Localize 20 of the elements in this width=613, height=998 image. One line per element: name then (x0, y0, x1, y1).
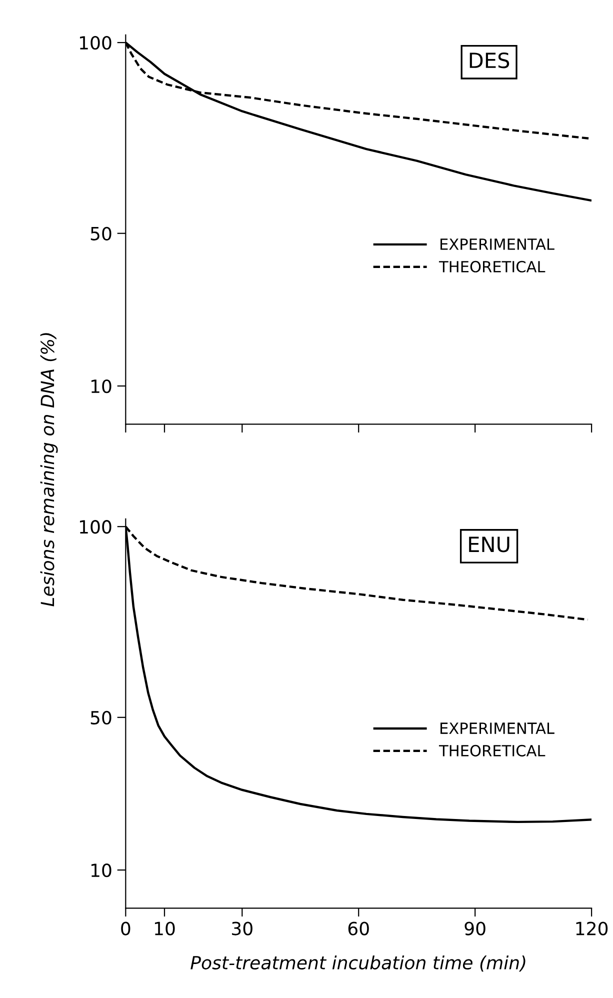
y-tick-label: 10 (91, 379, 112, 394)
x-tick-label: 120 (576, 922, 608, 936)
x-tick-label: 30 (232, 922, 252, 936)
text: DES (470, 52, 510, 68)
x-tick-label: 0 (121, 922, 130, 936)
x-axis-title: Post-treatment incubation time (min) (190, 956, 526, 972)
y-tick-label: 100 (80, 520, 112, 534)
legend-label: EXPERIMENTAL (440, 238, 554, 250)
x-tick-label: 10 (154, 922, 175, 936)
x-tick-label: 90 (464, 922, 486, 936)
y-tick-label: 50 (90, 226, 112, 240)
y-tick-label: 50 (90, 710, 112, 724)
y-tick-label: 10 (91, 863, 112, 878)
text: ENU (469, 536, 510, 552)
legend-label: EXPERIMENTAL (440, 722, 554, 734)
legend-label: THEORETICAL (438, 744, 546, 756)
y-axis-title: Lesions remaining on DNA (%) (40, 333, 58, 606)
x-tick-label: 60 (348, 922, 369, 936)
y-tick-label: 100 (80, 36, 112, 50)
legend-label: THEORETICAL (438, 260, 546, 272)
